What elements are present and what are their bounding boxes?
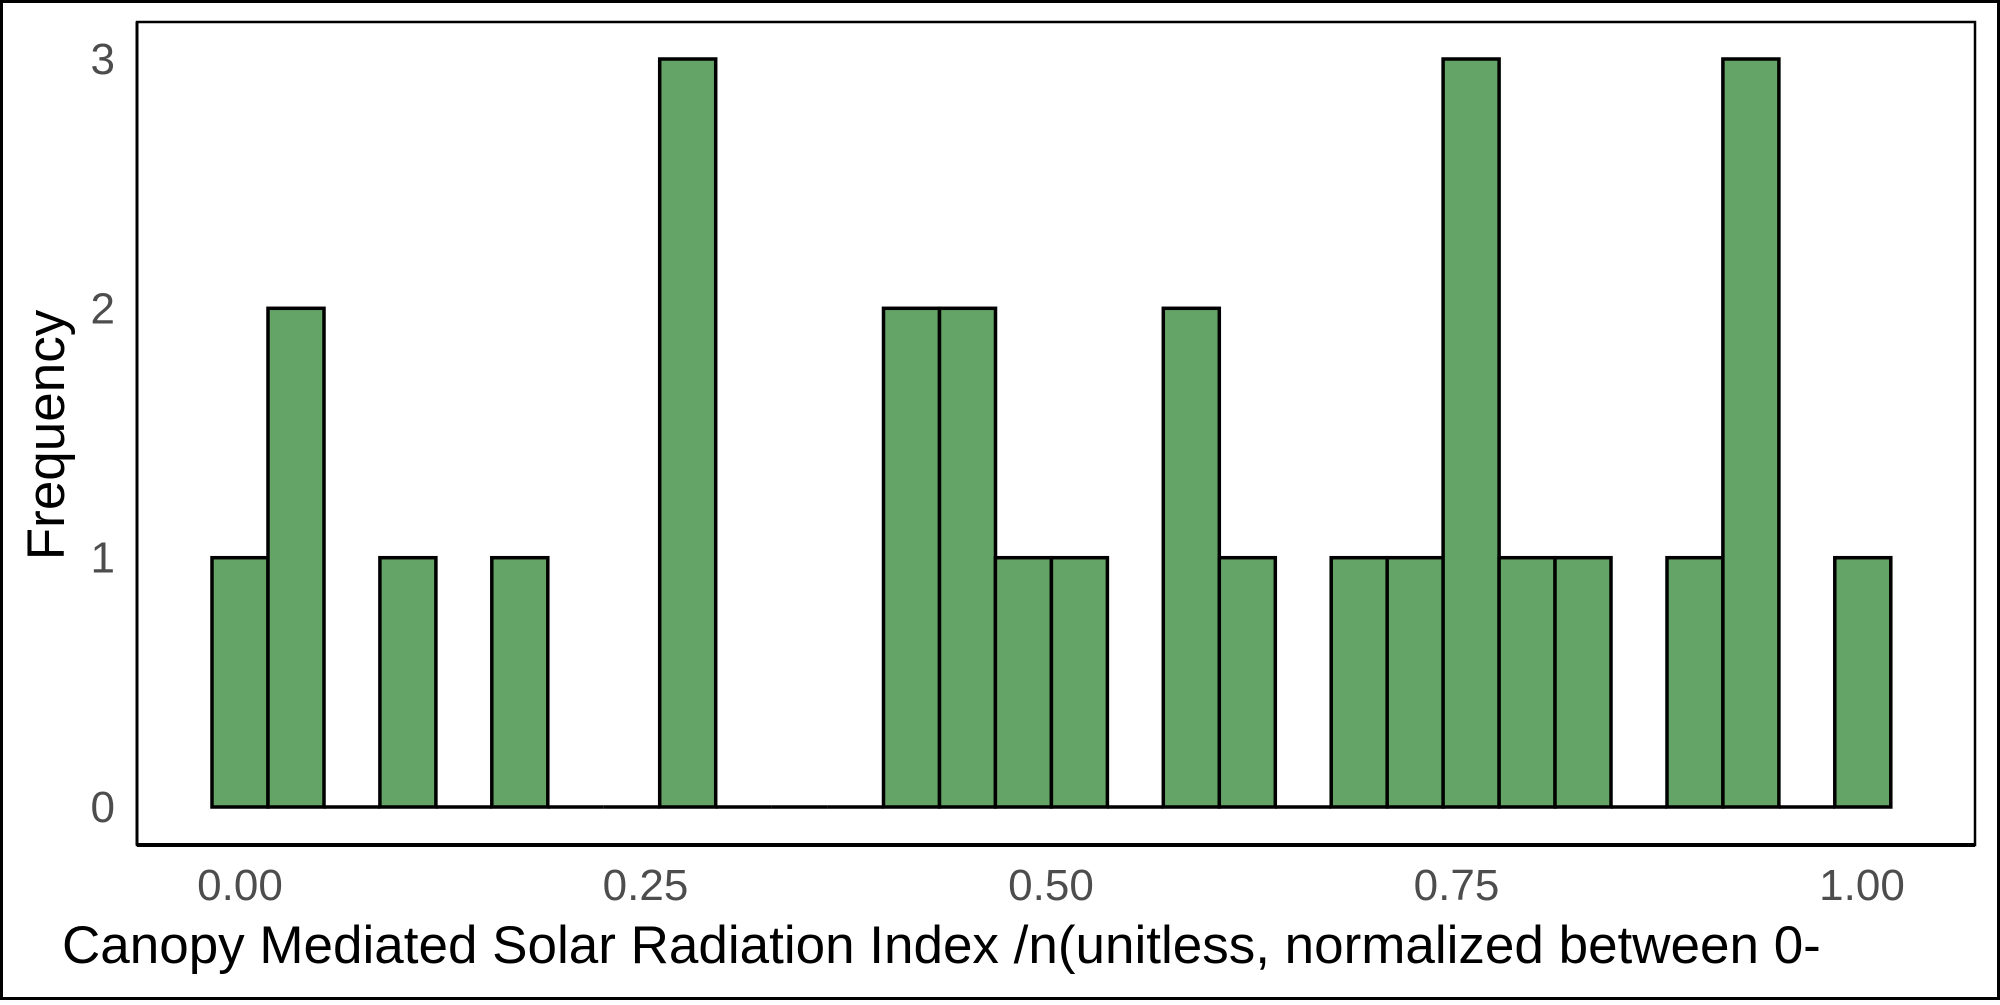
histogram-bar [1833,555,1893,809]
histogram-bar [881,306,942,809]
y-tick-label: 1 [91,534,115,583]
histogram-bar [1441,57,1501,809]
histogram-bar [1385,555,1445,809]
x-axis-title: Canopy Mediated Solar Radiation Index /n… [62,916,1821,975]
histogram-bar [1161,306,1222,809]
y-axis-ticks: 0 1 2 3 [91,35,115,832]
histogram-bar [490,555,550,809]
histogram-bar [266,306,326,809]
x-tick-label: 0.75 [1414,861,1500,910]
histogram-bar [657,57,718,809]
x-axis-ticks: 0.00 0.25 0.50 0.75 1.00 [197,861,1905,910]
histogram-bar [1329,555,1389,809]
y-axis-title: Frequency [17,309,76,560]
histogram-bar [210,555,270,809]
histogram-bar [1049,555,1110,809]
histogram-bar [993,555,1054,809]
y-tick-label: 2 [91,284,115,333]
x-tick-label: 0.00 [197,861,283,910]
y-tick-label: 3 [91,35,115,84]
y-tick-label: 0 [91,783,115,832]
histogram-bar [1721,57,1781,809]
x-tick-label: 0.25 [603,861,689,910]
histogram-bar [1553,555,1613,809]
x-tick-label: 0.50 [1008,861,1094,910]
histogram-bar [378,555,438,809]
x-tick-label: 1.00 [1819,861,1905,910]
histogram-bar [1497,555,1557,809]
histogram-bar [1665,555,1725,809]
bars-layer [210,57,1893,809]
histogram-bar [1217,555,1278,809]
histogram-bar [937,306,998,809]
